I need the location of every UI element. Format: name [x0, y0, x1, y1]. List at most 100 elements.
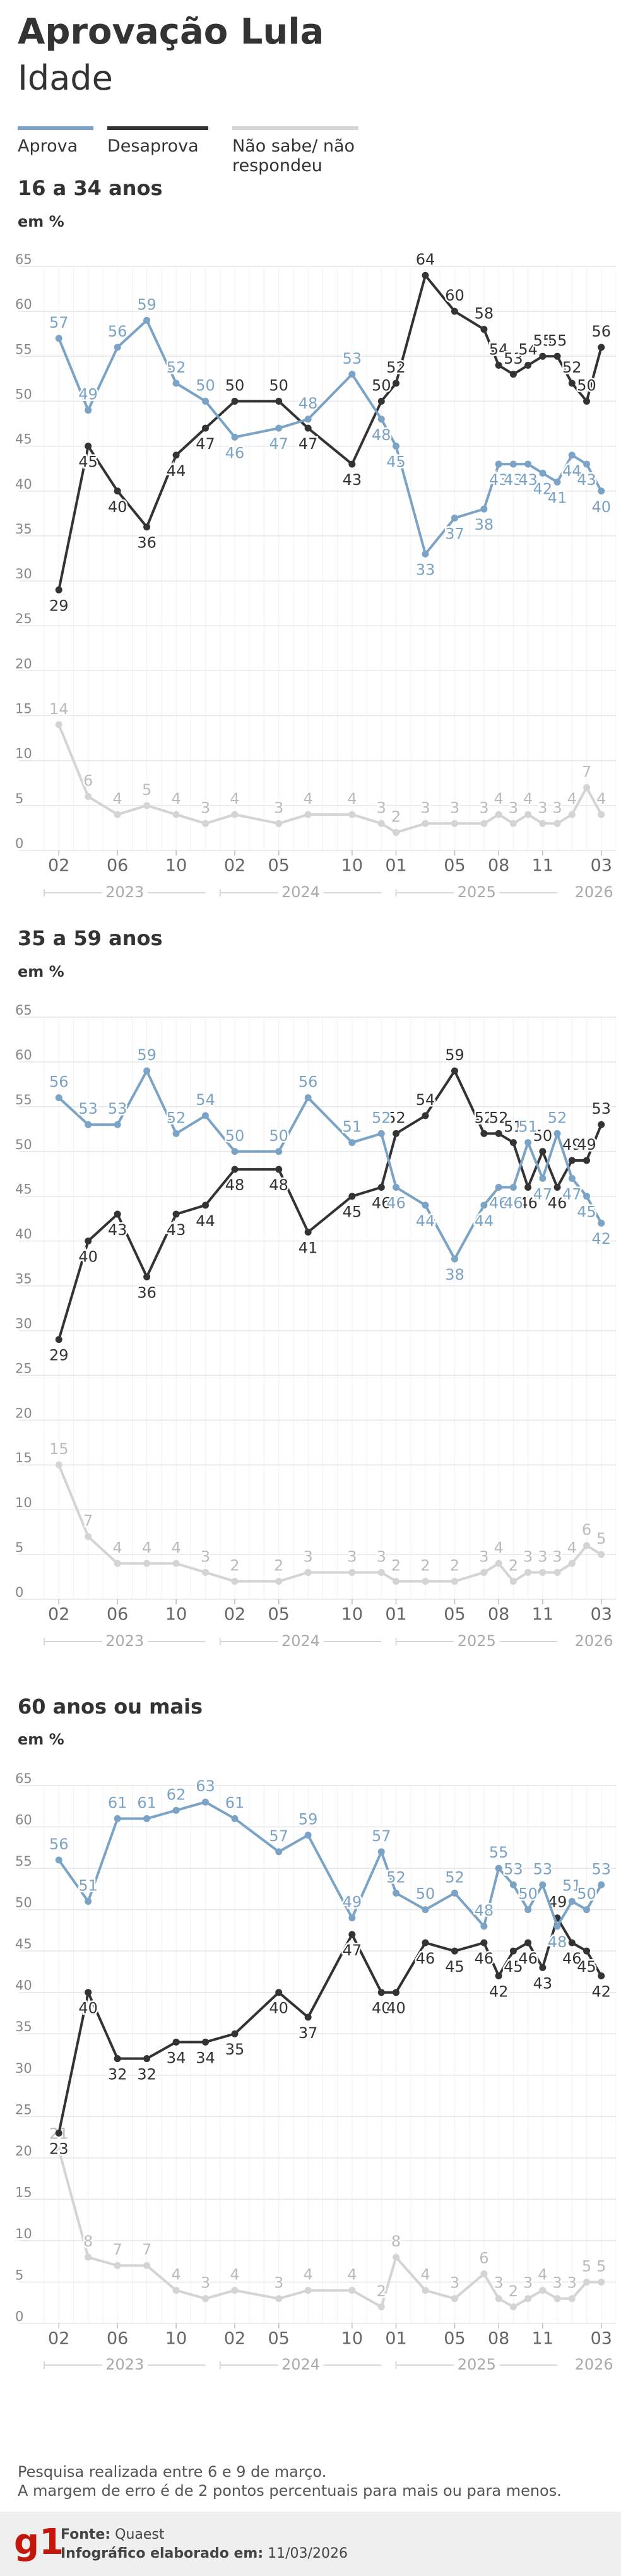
- data-label: 50: [225, 376, 245, 394]
- data-label: 8: [83, 2233, 93, 2250]
- data-label: 3: [377, 799, 386, 816]
- y-tick-label: 65: [15, 1771, 32, 1786]
- data-label: 3: [201, 2274, 210, 2292]
- point: [172, 1806, 180, 1814]
- point: [509, 371, 517, 378]
- data-label: 45: [386, 453, 406, 471]
- point: [539, 1148, 547, 1155]
- data-label: 4: [171, 2266, 180, 2284]
- x-tick-label: 06: [107, 2329, 128, 2349]
- point: [568, 1174, 576, 1182]
- data-label: 43: [504, 471, 523, 489]
- point: [202, 820, 210, 827]
- point: [231, 1578, 239, 1585]
- data-label: 7: [582, 763, 591, 780]
- data-label: 64: [416, 251, 435, 268]
- data-label: 50: [372, 376, 391, 394]
- source-name: Quaest: [115, 2527, 165, 2543]
- point: [348, 1931, 356, 1938]
- data-label: 62: [167, 1786, 186, 1803]
- point: [509, 1881, 517, 1888]
- y-tick-label: 35: [15, 2019, 32, 2034]
- data-label: 2: [274, 1557, 283, 1575]
- point: [377, 1989, 385, 1996]
- point: [231, 433, 239, 441]
- year-label-bg: [454, 884, 500, 902]
- point: [172, 451, 180, 459]
- data-label: 3: [377, 1547, 386, 1565]
- data-label: 43: [489, 471, 509, 489]
- data-label: 45: [343, 1203, 362, 1221]
- point: [422, 1578, 429, 1585]
- point: [143, 2262, 151, 2269]
- point: [568, 1898, 576, 1905]
- note: Pesquisa realizada entre 6 e 9 de março.…: [18, 2462, 562, 2500]
- data-label: 53: [504, 1860, 523, 1878]
- data-label: 3: [538, 1547, 547, 1565]
- point: [114, 1121, 121, 1128]
- data-label: 52: [445, 1868, 464, 1886]
- data-label: 46: [386, 1195, 406, 1212]
- point: [480, 1939, 488, 1947]
- point: [143, 2055, 151, 2063]
- data-label: 56: [49, 1073, 69, 1091]
- data-label: 3: [479, 1547, 488, 1565]
- source: Fonte: Quaest: [61, 2527, 165, 2543]
- y-tick-label: 30: [15, 1316, 32, 1331]
- year-label-bg: [102, 2356, 148, 2374]
- point: [598, 487, 605, 495]
- data-label: 3: [347, 1547, 357, 1565]
- point: [480, 1568, 488, 1576]
- y-tick-label: 60: [15, 1813, 32, 1828]
- point: [348, 1139, 356, 1147]
- data-label: 52: [167, 1109, 186, 1126]
- data-label: 8: [391, 2233, 401, 2250]
- point: [583, 397, 591, 405]
- data-label: 3: [552, 1547, 562, 1565]
- point: [377, 2303, 385, 2311]
- point: [85, 1898, 92, 1905]
- year-label: 2025: [458, 1632, 496, 1650]
- y-tick-label: 0: [15, 836, 23, 851]
- year-label-bg: [278, 2356, 324, 2374]
- data-label: 3: [552, 799, 562, 816]
- data-label: 51: [78, 1877, 98, 1895]
- year-label-bg: [102, 1633, 148, 1650]
- point: [524, 1568, 532, 1576]
- point: [377, 1568, 385, 1576]
- point: [202, 2295, 210, 2303]
- data-label: 58: [475, 305, 494, 323]
- point: [451, 1889, 458, 1897]
- data-label: 55: [548, 331, 567, 349]
- point: [451, 1067, 458, 1075]
- data-label: 32: [108, 2066, 127, 2084]
- point: [524, 1939, 532, 1947]
- data-label: 14: [49, 700, 69, 718]
- data-label: 48: [372, 426, 391, 444]
- chart-title: 35 a 59 anos: [18, 926, 162, 950]
- data-label: 4: [230, 2266, 239, 2284]
- point: [85, 443, 92, 450]
- year-label: 2023: [105, 1632, 144, 1650]
- data-label: 4: [523, 790, 533, 808]
- y-tick-label: 5: [15, 791, 23, 806]
- point: [568, 451, 576, 459]
- data-label: 50: [518, 1885, 538, 1903]
- point: [143, 523, 151, 531]
- data-label: 3: [523, 2274, 533, 2292]
- point: [524, 1184, 532, 1191]
- point: [393, 2253, 400, 2261]
- point: [509, 460, 517, 468]
- y-tick-label: 45: [15, 432, 32, 447]
- x-tick-label: 11: [532, 856, 553, 876]
- data-label: 51: [518, 1118, 538, 1136]
- data-label: 54: [489, 341, 509, 359]
- data-label: 33: [416, 561, 435, 578]
- point: [172, 1559, 180, 1567]
- point: [598, 2278, 605, 2286]
- series-line: [57, 1464, 602, 1583]
- data-label: 34: [196, 2049, 215, 2066]
- data-label: 5: [596, 2257, 606, 2275]
- x-tick-label: 03: [591, 2329, 612, 2349]
- data-label: 50: [577, 376, 596, 394]
